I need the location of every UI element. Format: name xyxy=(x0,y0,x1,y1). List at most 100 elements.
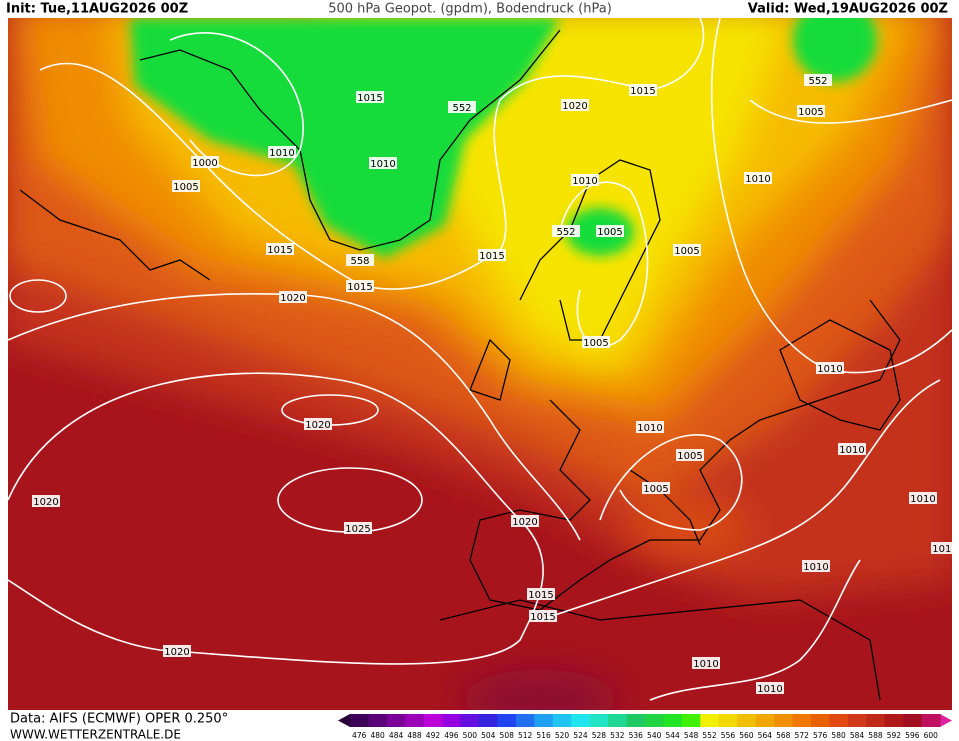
label-background xyxy=(369,157,397,169)
colorbar: 476 480 484 488 492 496 500 504 508 512 516 520 524 5… xyxy=(338,714,952,740)
label-background xyxy=(642,482,670,494)
colorbar-swatch xyxy=(681,714,701,727)
label-background xyxy=(163,645,191,657)
colorbar-swatch xyxy=(460,714,480,727)
colorbar-label: 588 xyxy=(868,731,883,740)
contour-label: 552 xyxy=(452,103,471,114)
colorbar-label: 504 xyxy=(481,731,496,740)
isobar xyxy=(599,434,743,531)
label-background xyxy=(673,244,701,256)
colorbar-label: 552 xyxy=(702,731,717,740)
label-background xyxy=(582,336,610,348)
colorbar-label: 584 xyxy=(850,731,865,740)
contour-label: 1020 xyxy=(562,101,587,112)
contour-label: 1015 xyxy=(530,612,555,623)
colorbar-swatch xyxy=(479,714,498,727)
contour-label: 1010 xyxy=(269,148,294,159)
contour-label: 1010 xyxy=(572,176,597,187)
colorbar-swatch xyxy=(645,714,664,727)
contour-label: 1005 xyxy=(643,484,668,495)
label-background xyxy=(596,225,624,237)
colorbar-label: 524 xyxy=(573,731,588,740)
coastline xyxy=(469,338,511,401)
contour-label: 1005 xyxy=(173,182,198,193)
contour-label: 1005 xyxy=(583,338,608,349)
colorbar-swatch xyxy=(386,714,406,727)
contour-label: 1010 xyxy=(817,364,842,375)
colorbar-swatch xyxy=(515,714,535,727)
contour-label: 1020 xyxy=(164,647,189,658)
colorbar-swatch xyxy=(921,714,941,727)
isobar xyxy=(649,559,861,701)
coastline xyxy=(779,319,901,431)
map-title: 500 hPa Geopot. (gpdm), Bodendruck (hPa) xyxy=(328,2,612,17)
data-source: Data: AIFS (ECMWF) OPER 0.250° xyxy=(10,712,228,727)
colorbar-swatch xyxy=(497,714,517,727)
contour-label: 1015 xyxy=(528,590,553,601)
colorbar-label: 492 xyxy=(426,731,441,740)
contour-label: 1015 xyxy=(267,245,292,256)
label-background xyxy=(527,588,555,600)
label-background xyxy=(816,362,844,374)
label-background xyxy=(346,254,374,266)
label-background xyxy=(802,560,830,572)
colorbar-swatch xyxy=(571,714,591,727)
colorbar-swatch xyxy=(626,714,646,727)
colorbar-swatch xyxy=(442,714,462,727)
contour-label: 1010 xyxy=(370,159,395,170)
label-background xyxy=(561,99,589,111)
colorbar-swatch xyxy=(810,714,830,727)
colorbar-swatch xyxy=(718,714,738,727)
label-background xyxy=(838,443,866,455)
contour-label: 1005 xyxy=(798,107,823,118)
colorbar-swatch xyxy=(866,714,886,727)
colorbar-swatch xyxy=(589,714,609,727)
colorbar-label: 484 xyxy=(389,731,404,740)
coastline xyxy=(139,29,561,251)
colorbar-swatch xyxy=(884,714,904,727)
colorbar-label: 600 xyxy=(924,731,939,740)
label-background xyxy=(909,492,937,504)
colorbar-label: 508 xyxy=(500,731,515,740)
colorbar-extend xyxy=(338,714,350,727)
colorbar-label: 496 xyxy=(444,731,459,740)
contour-label: 1005 xyxy=(674,246,699,257)
colorbar-label: 528 xyxy=(592,731,607,740)
contour-label: 1015 xyxy=(479,251,504,262)
colorbar-label: 476 xyxy=(352,731,367,740)
label-background xyxy=(344,522,372,534)
colorbar-label: 540 xyxy=(647,731,662,740)
contour-label: 1010 xyxy=(803,562,828,573)
contour-label: 1000 xyxy=(192,158,217,169)
isobar xyxy=(749,99,952,124)
colorbar-swatch xyxy=(350,714,369,727)
coastline xyxy=(439,599,881,701)
colorbar-label: 500 xyxy=(463,731,478,740)
label-background xyxy=(172,180,200,192)
label-background xyxy=(676,449,704,461)
website: WWW.WETTERZENTRALE.DE xyxy=(10,728,181,741)
colorbar-label: 532 xyxy=(610,731,625,740)
contour-label: 1015 xyxy=(357,93,382,104)
label-background xyxy=(636,421,664,433)
colorbar-swatch xyxy=(552,714,572,727)
contour-label: 1020 xyxy=(512,517,537,528)
contour-label: 552 xyxy=(808,76,827,87)
colorbar-label: 572 xyxy=(795,731,810,740)
colorbar-swatch xyxy=(755,714,775,727)
label-background xyxy=(511,515,539,527)
colorbar-swatch xyxy=(608,714,628,727)
label-background xyxy=(266,243,294,255)
label-background xyxy=(552,225,580,237)
colorbar-swatch xyxy=(903,714,923,727)
label-background xyxy=(268,146,296,158)
colorbar-swatch xyxy=(423,714,443,727)
isobar xyxy=(539,379,941,621)
label-background xyxy=(797,105,825,117)
contour-label: 1020 xyxy=(280,293,305,304)
colorbar-label: 480 xyxy=(370,731,385,740)
colorbar-label: 544 xyxy=(665,731,680,740)
colorbar-label: 516 xyxy=(536,731,551,740)
colorbar-swatch xyxy=(368,714,388,727)
